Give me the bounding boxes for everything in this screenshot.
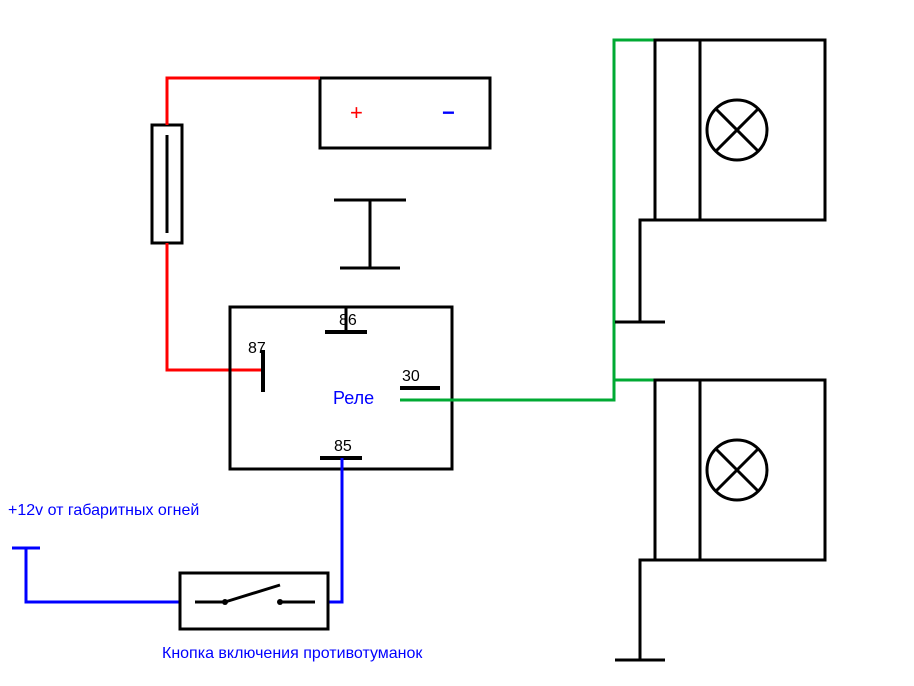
red-wire [167,78,320,370]
blue-wire [12,458,342,602]
pin-86-label: 86 [339,312,357,330]
switch-label: Кнопка включения противотуманок [162,645,422,663]
pin-85-label: 85 [334,438,352,456]
power-source-label: +12v от габаритных огней [8,502,208,520]
ground-battery [334,200,406,268]
circuit-diagram [0,0,914,686]
pin-30-label: 30 [402,368,420,386]
battery-minus-label: − [442,100,455,126]
fuse [152,125,182,243]
lamp-2 [655,380,825,560]
battery-box [320,78,490,148]
lamp2-ground [615,560,700,660]
pin-87-label: 87 [248,340,266,358]
lamp1-ground [615,220,700,322]
switch [180,573,328,629]
battery-plus-label: + [350,100,363,126]
relay-label: Реле [333,388,374,409]
lamp-1 [655,40,825,220]
